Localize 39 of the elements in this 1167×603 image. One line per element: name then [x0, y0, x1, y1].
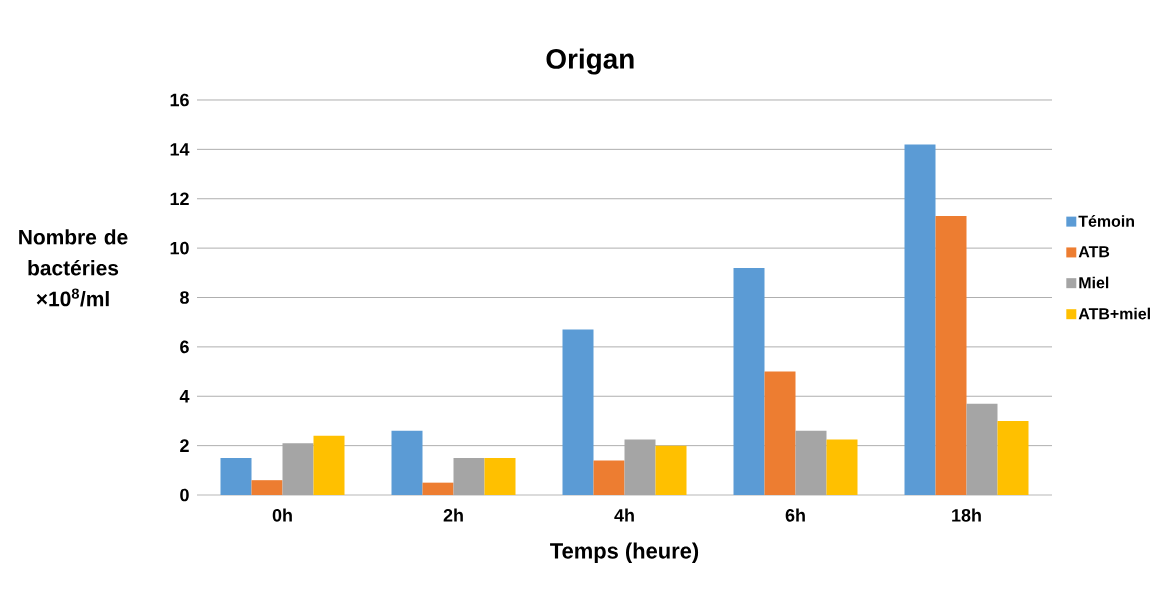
- y-tick-label: 12: [170, 192, 189, 206]
- bar: [391, 430, 423, 495]
- bar: [935, 216, 967, 495]
- x-tick-label: 18h: [952, 508, 981, 522]
- bar: [997, 420, 1029, 495]
- bar: [484, 457, 516, 495]
- bar: [966, 403, 998, 495]
- bar: [795, 430, 827, 495]
- y-tick-label: 8: [180, 291, 189, 304]
- bar: [733, 267, 765, 495]
- bar: [453, 457, 485, 495]
- y-tick-label: 14: [170, 143, 190, 156]
- chart-title: Origan: [546, 48, 634, 75]
- y-axis-title: Nombre de bactéries ×10$^{8}$/ml: [19, 229, 128, 307]
- bar: [764, 371, 796, 495]
- bar: [313, 435, 345, 495]
- bar: [826, 439, 858, 495]
- x-tick-label: 6h: [785, 508, 805, 522]
- legend-label: Miel: [1079, 276, 1109, 289]
- legend-label: ATB+miel: [1078, 307, 1150, 320]
- y-tick-label: 2: [180, 439, 189, 452]
- legend-label: ATB: [1078, 246, 1110, 258]
- y-tick-label: 4: [179, 390, 190, 403]
- x-tick-label: 4h: [614, 508, 634, 522]
- y-tick-label: 16: [170, 93, 189, 107]
- bar: [593, 460, 625, 495]
- bar: [655, 445, 687, 495]
- bar: [562, 329, 594, 495]
- legend-label: Témoin: [1078, 215, 1134, 227]
- bar: [904, 144, 936, 495]
- y-tick-label: 6: [180, 340, 189, 354]
- y-tick-label: 10: [170, 241, 189, 255]
- x-tick-label: 2h: [443, 508, 463, 522]
- bar: [220, 457, 252, 495]
- x-axis-title: Temps (heure): [550, 542, 699, 563]
- bar: [251, 480, 283, 495]
- y-tick-label: 0: [180, 488, 189, 502]
- bar: [422, 482, 454, 495]
- x-tick-label: 0h: [272, 508, 292, 522]
